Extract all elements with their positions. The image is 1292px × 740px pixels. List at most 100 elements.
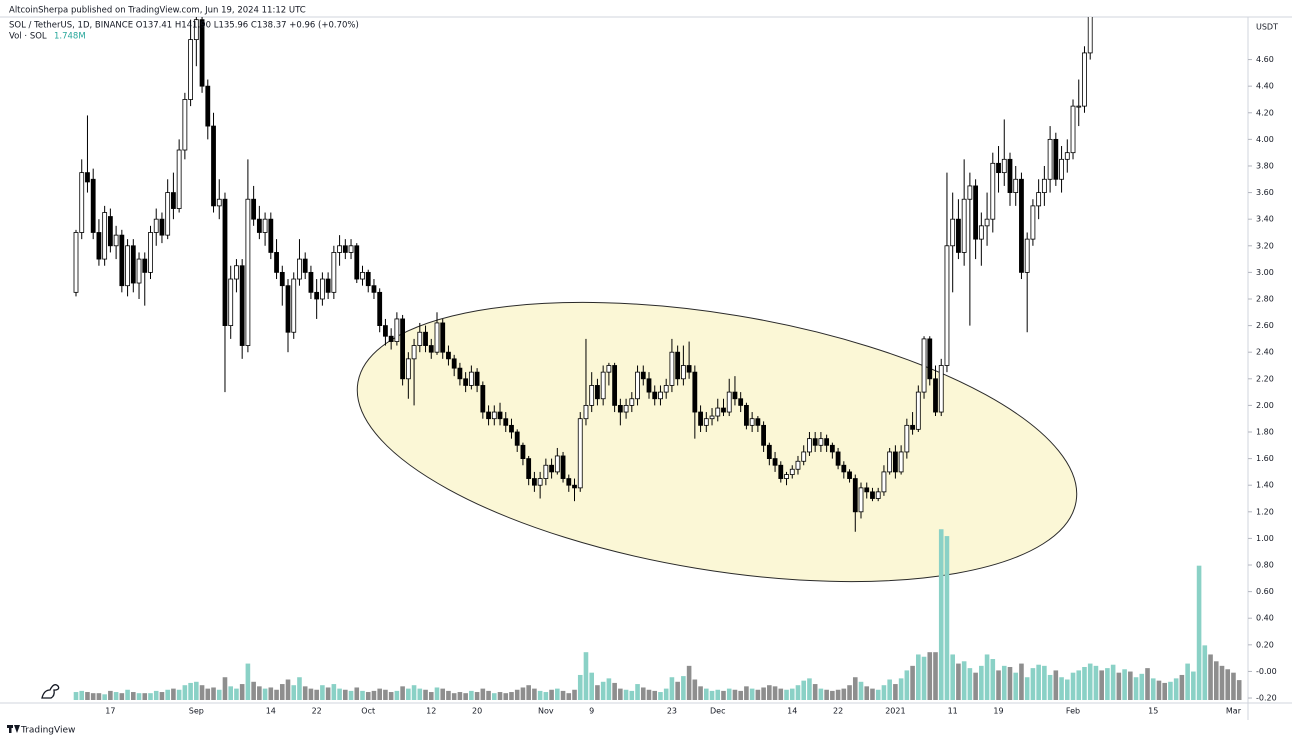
volume-bar bbox=[274, 689, 279, 700]
x-tick-label: 17 bbox=[105, 707, 115, 716]
volume-bar bbox=[1116, 672, 1122, 700]
y-tick-label: 4.60 bbox=[1256, 55, 1274, 64]
x-tick-label: Mar bbox=[1226, 707, 1242, 716]
candle-body bbox=[165, 192, 171, 236]
candle-body bbox=[365, 271, 371, 287]
candle-body bbox=[388, 335, 394, 342]
volume-bar bbox=[360, 690, 365, 700]
x-tick-label: 9 bbox=[589, 707, 594, 716]
volume-bar bbox=[165, 689, 170, 700]
volume-bar bbox=[961, 661, 967, 700]
candle-body bbox=[1059, 158, 1064, 180]
volume-bar bbox=[257, 686, 262, 700]
candle-body bbox=[698, 411, 703, 426]
candle-body bbox=[428, 345, 434, 353]
volume-bar bbox=[125, 689, 130, 700]
volume-bar bbox=[434, 687, 440, 700]
candle-body bbox=[468, 371, 474, 386]
candle-body bbox=[199, 19, 205, 87]
volume-bar bbox=[595, 685, 600, 700]
x-tick-label: 12 bbox=[426, 707, 436, 716]
candle-body bbox=[136, 258, 142, 284]
candle-body bbox=[102, 212, 108, 260]
volume-bar bbox=[1099, 670, 1104, 700]
volume-bar bbox=[835, 689, 841, 700]
candle-body bbox=[1036, 192, 1042, 207]
candle-body bbox=[646, 378, 652, 393]
candle-body bbox=[360, 271, 365, 280]
candle-body bbox=[245, 198, 251, 346]
candle-body bbox=[589, 385, 595, 406]
candle-body bbox=[864, 487, 870, 493]
candle-body bbox=[784, 474, 789, 479]
volume-bar bbox=[251, 681, 256, 700]
volume-bar bbox=[308, 688, 314, 700]
volume-bar bbox=[921, 656, 927, 700]
volume-bar bbox=[549, 689, 554, 700]
volume-bar bbox=[749, 688, 755, 700]
candle-body bbox=[595, 385, 600, 400]
candle-body bbox=[176, 149, 182, 209]
candle-body bbox=[858, 487, 864, 513]
volume-bar bbox=[216, 689, 222, 700]
volume-bar bbox=[469, 690, 474, 700]
watermark-icon bbox=[41, 684, 60, 699]
candle-body bbox=[818, 438, 824, 446]
volume-bar bbox=[526, 685, 531, 700]
candle-body bbox=[394, 318, 400, 342]
y-tick-label: 4.40 bbox=[1256, 82, 1274, 91]
candle-body bbox=[268, 218, 274, 253]
volume-bar bbox=[1076, 670, 1082, 700]
candle-body bbox=[520, 444, 526, 460]
y-tick-label: 1.60 bbox=[1256, 454, 1274, 463]
volume-bar bbox=[640, 687, 646, 700]
x-tick-label: 22 bbox=[833, 707, 843, 716]
volume-bar bbox=[738, 690, 743, 700]
candle-body bbox=[738, 398, 744, 406]
candle-body bbox=[405, 358, 411, 380]
y-tick-label: -0.20 bbox=[1256, 694, 1277, 703]
volume-bar bbox=[543, 692, 549, 700]
volume-bar bbox=[1168, 681, 1173, 700]
candle-body bbox=[434, 322, 440, 353]
candle-body bbox=[457, 367, 463, 380]
volume-bar bbox=[509, 692, 514, 700]
candle-body bbox=[1007, 158, 1013, 193]
volume-bar bbox=[182, 685, 188, 700]
volume-bar bbox=[486, 690, 491, 700]
candle-body bbox=[182, 99, 188, 151]
candle-body bbox=[423, 331, 428, 346]
volume-bar bbox=[875, 689, 881, 700]
volume-bar bbox=[1070, 672, 1076, 700]
volume-bar bbox=[1225, 669, 1231, 700]
volume-bar bbox=[428, 692, 434, 700]
volume-bar bbox=[520, 687, 526, 700]
volume-bar bbox=[916, 654, 921, 700]
volume-bar bbox=[898, 678, 904, 700]
candle-body bbox=[274, 252, 279, 273]
candle-body bbox=[829, 444, 835, 453]
candle-body bbox=[755, 418, 761, 426]
candle-body bbox=[537, 478, 543, 486]
volume-bar bbox=[973, 672, 978, 700]
candle-body bbox=[463, 378, 469, 386]
volume-bar bbox=[938, 529, 944, 700]
volume-bar bbox=[1191, 671, 1196, 700]
candle-body bbox=[709, 415, 715, 420]
volume-bar bbox=[268, 687, 274, 700]
volume-bar bbox=[394, 690, 400, 700]
volume-bar bbox=[789, 688, 795, 700]
candle-body bbox=[766, 444, 772, 460]
volume-bar bbox=[864, 686, 870, 700]
volume-bar bbox=[1145, 668, 1150, 700]
y-tick-label: 4.20 bbox=[1256, 108, 1274, 117]
candle-body bbox=[778, 464, 784, 479]
candle-body bbox=[669, 351, 675, 386]
volume-bar bbox=[136, 693, 142, 700]
candle-body bbox=[566, 478, 572, 486]
candle-body bbox=[978, 225, 984, 240]
candle-body bbox=[944, 245, 950, 366]
axis-layer: 4.60 4.40 4.20 4.00 3.80 3.60 3.40 3.20 3.00 2.80… bbox=[105, 55, 1276, 715]
volume-bar bbox=[222, 677, 228, 700]
